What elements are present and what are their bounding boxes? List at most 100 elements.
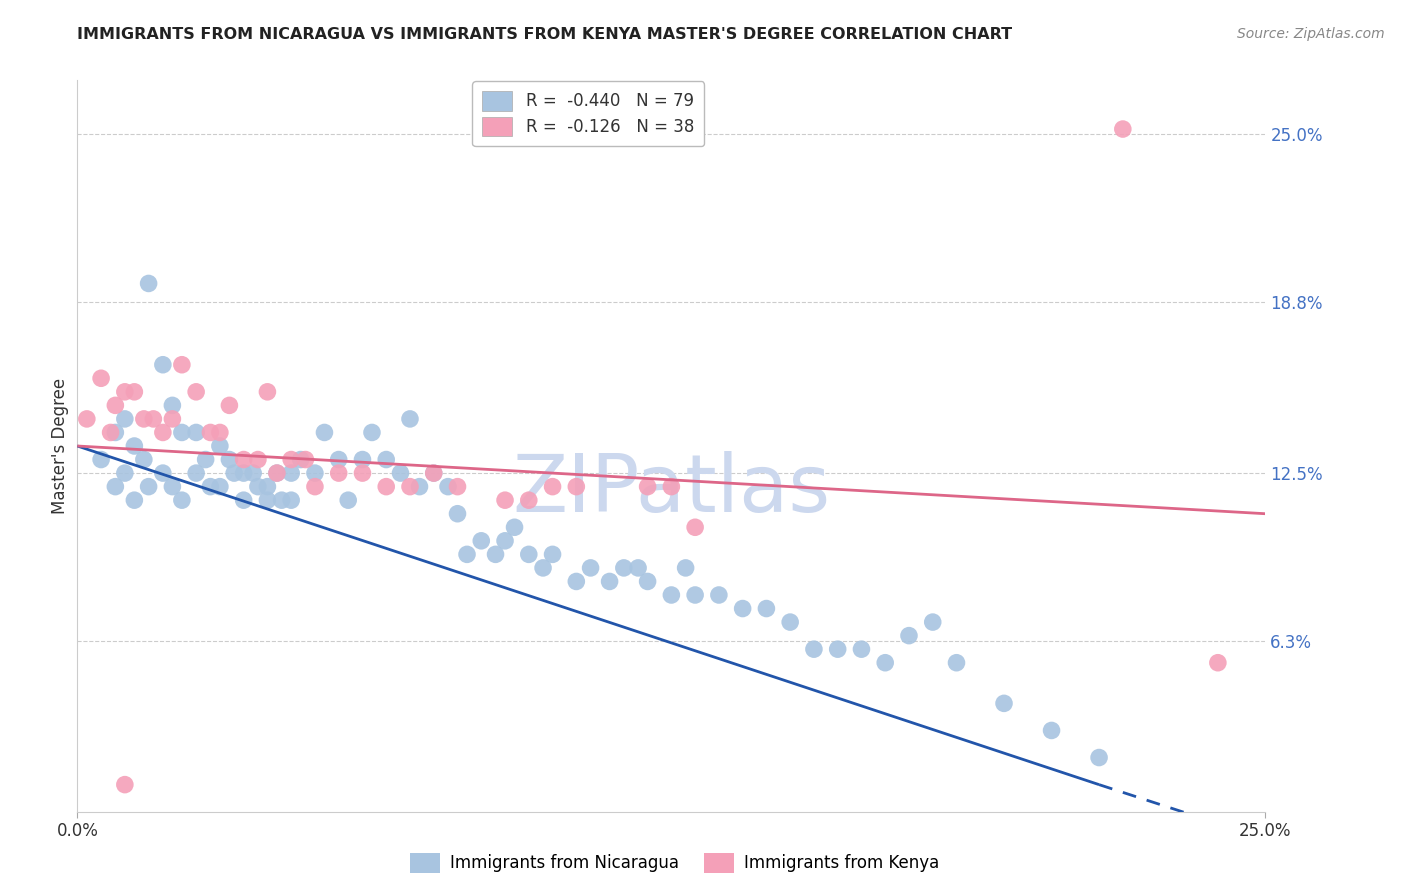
Point [898,629,921,643]
Point [399,480,422,494]
Point [361,425,384,440]
Point [266,466,288,480]
Point [208,439,231,453]
Point [152,358,174,372]
Point [456,547,478,561]
Point [707,588,730,602]
Point [484,547,506,561]
Point [1088,750,1111,764]
Point [280,452,302,467]
Point [114,384,136,399]
Text: IMMIGRANTS FROM NICARAGUA VS IMMIGRANTS FROM KENYA MASTER'S DEGREE CORRELATION C: IMMIGRANTS FROM NICARAGUA VS IMMIGRANTS … [77,27,1012,42]
Point [389,466,412,480]
Point [280,493,302,508]
Legend: Immigrants from Nicaragua, Immigrants from Kenya: Immigrants from Nicaragua, Immigrants fr… [404,847,946,880]
Point [875,656,897,670]
Y-axis label: Master's Degree: Master's Degree [51,378,69,514]
Point [132,412,155,426]
Point [90,371,112,385]
Point [232,493,254,508]
Point [242,466,264,480]
Point [200,480,222,494]
Point [446,507,468,521]
Point [124,439,146,453]
Point [565,480,588,494]
Point [246,480,269,494]
Point [683,588,706,602]
Point [194,452,217,467]
Point [470,533,492,548]
Point [270,493,292,508]
Point [328,466,350,480]
Point [541,547,564,561]
Point [851,642,873,657]
Point [100,425,122,440]
Point [208,425,231,440]
Point [494,533,516,548]
Point [437,480,460,494]
Text: Source: ZipAtlas.com: Source: ZipAtlas.com [1237,27,1385,41]
Point [266,466,288,480]
Point [114,466,136,480]
Point [661,480,683,494]
Point [314,425,336,440]
Point [200,425,222,440]
Point [114,412,136,426]
Point [138,480,160,494]
Point [186,425,208,440]
Point [993,697,1015,711]
Point [945,656,967,670]
Point [503,520,526,534]
Point [579,561,602,575]
Point [132,452,155,467]
Point [779,615,801,629]
Point [627,561,650,575]
Point [256,480,278,494]
Point [599,574,621,589]
Point [170,358,193,372]
Point [565,574,588,589]
Point [138,277,160,291]
Point [1206,656,1229,670]
Point [803,642,825,657]
Point [280,466,302,480]
Point [661,588,683,602]
Point [256,493,278,508]
Point [375,452,398,467]
Point [755,601,778,615]
Point [399,412,422,426]
Point [675,561,697,575]
Point [352,452,374,467]
Point [232,466,254,480]
Point [162,412,184,426]
Point [304,466,326,480]
Point [232,452,254,467]
Point [408,480,430,494]
Point [170,493,193,508]
Point [152,466,174,480]
Point [162,480,184,494]
Point [304,480,326,494]
Point [170,425,193,440]
Point [124,493,146,508]
Point [423,466,446,480]
Point [142,412,165,426]
Point [114,778,136,792]
Point [683,520,706,534]
Point [328,452,350,467]
Point [152,425,174,440]
Point [352,466,374,480]
Point [104,480,127,494]
Point [531,561,554,575]
Point [375,480,398,494]
Point [186,384,208,399]
Point [208,480,231,494]
Point [290,452,312,467]
Point [541,480,564,494]
Point [827,642,849,657]
Point [246,452,269,467]
Point [218,398,240,412]
Text: ZIPatlas: ZIPatlas [512,450,831,529]
Point [423,466,446,480]
Point [294,452,316,467]
